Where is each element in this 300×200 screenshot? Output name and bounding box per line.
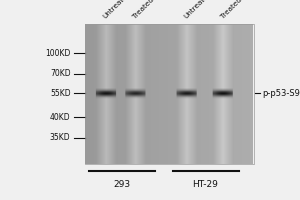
Text: Treated by UV: Treated by UV — [219, 0, 259, 20]
Text: 40KD: 40KD — [50, 112, 70, 121]
Text: 70KD: 70KD — [50, 70, 70, 78]
Text: HT-29: HT-29 — [193, 180, 218, 189]
Text: 293: 293 — [113, 180, 130, 189]
Text: 35KD: 35KD — [50, 134, 70, 142]
Text: 100KD: 100KD — [45, 48, 70, 58]
Text: Untreated: Untreated — [183, 0, 213, 20]
Text: 55KD: 55KD — [50, 88, 70, 98]
Bar — [85, 24, 254, 164]
Text: Treated by UV+Serum: Treated by UV+Serum — [132, 0, 194, 20]
Text: Untreated: Untreated — [102, 0, 132, 20]
Text: p-p53-S9: p-p53-S9 — [262, 88, 300, 98]
